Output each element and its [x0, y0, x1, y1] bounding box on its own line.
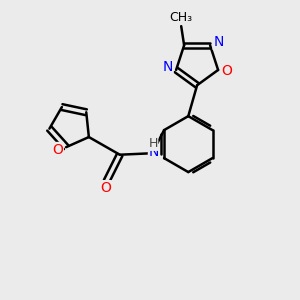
Text: N: N [163, 60, 173, 74]
Text: H: H [148, 137, 158, 150]
Text: CH₃: CH₃ [169, 11, 193, 24]
Text: O: O [100, 181, 111, 195]
Text: N: N [148, 145, 159, 159]
Text: O: O [52, 142, 63, 157]
Text: O: O [221, 64, 233, 78]
Text: N: N [213, 35, 224, 49]
